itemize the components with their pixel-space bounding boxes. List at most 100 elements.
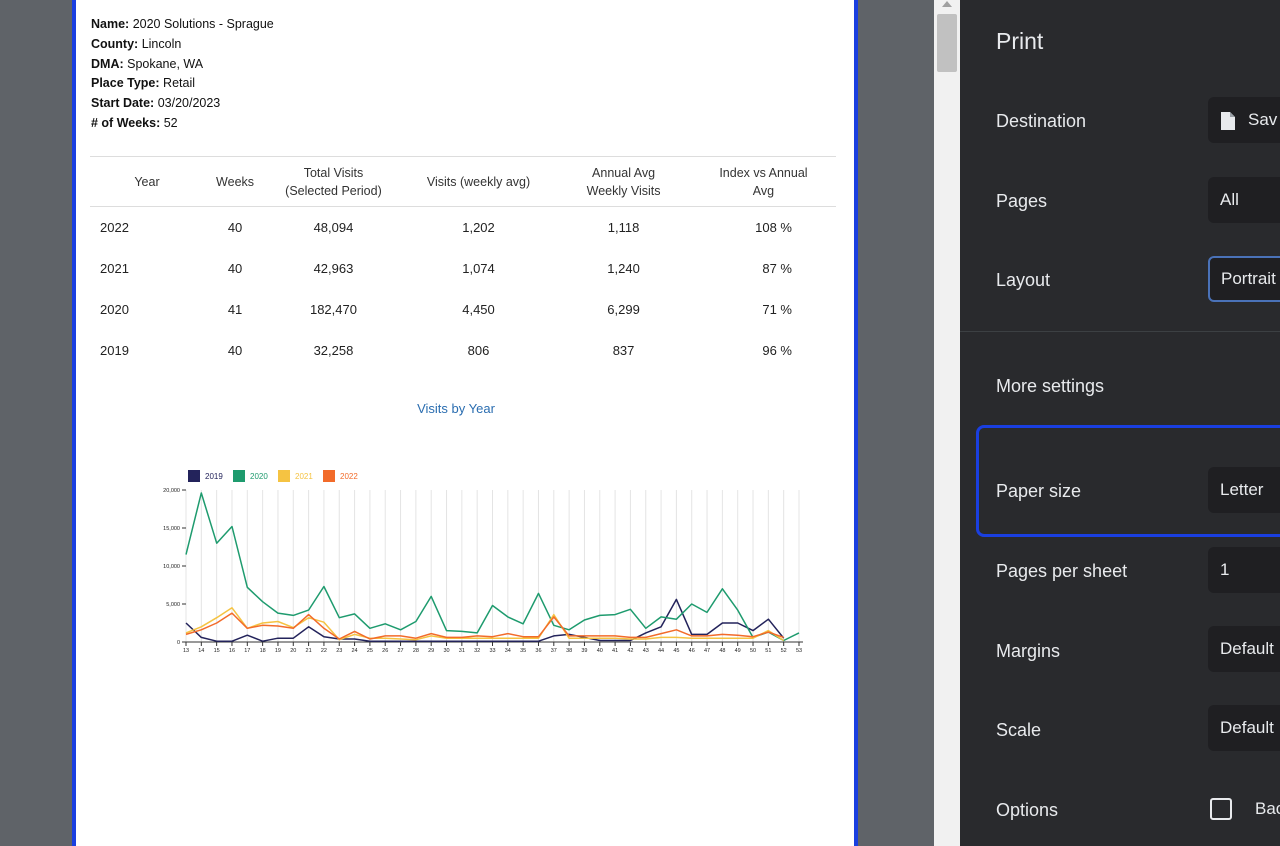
x-tick-label: 41 xyxy=(612,648,618,654)
info-row-name: Name: 2020 Solutions - Sprague xyxy=(91,15,274,35)
table-cell: 96 % xyxy=(762,342,792,358)
table-cell: 2020 xyxy=(100,301,129,317)
options-label: Options xyxy=(996,800,1059,820)
pages-label: Pages xyxy=(996,191,1048,211)
table-row: 2019 40 32,258 806 837 96 % xyxy=(90,330,836,371)
x-tick-label: 15 xyxy=(214,648,220,654)
x-tick-label: 36 xyxy=(535,648,541,654)
x-tick-label: 46 xyxy=(689,648,695,654)
table-cell: 40 xyxy=(227,260,243,276)
table-cell: 32,258 xyxy=(313,342,354,358)
print-settings-panel: Print Destination Sav Pages All Layout P… xyxy=(960,0,1280,846)
x-tick-label: 30 xyxy=(443,648,449,654)
info-row-county: County: Lincoln xyxy=(91,35,274,55)
column-header: Total Visits (Selected Period) xyxy=(266,156,401,207)
x-tick-label: 22 xyxy=(321,648,327,654)
x-tick-label: 21 xyxy=(306,648,312,654)
paper-size-focus-ring xyxy=(976,425,1280,537)
pages-per-sheet-label: Pages per sheet xyxy=(996,561,1128,581)
series-line xyxy=(185,607,785,642)
table-header-row: Year Weeks Total Visits (Selected Period… xyxy=(90,156,836,207)
info-row-dma: DMA: Spokane, WA xyxy=(91,55,274,75)
paper-size-select[interactable]: Letter xyxy=(1208,467,1280,513)
info-row-start-date: Start Date: 03/20/2023 xyxy=(91,94,274,114)
legend-label: 2021 xyxy=(295,472,313,481)
more-settings-toggle[interactable]: More settings xyxy=(996,376,1105,396)
table-cell: 2022 xyxy=(100,219,129,235)
preview-page: Name: 2020 Solutions - Sprague County: L… xyxy=(72,0,858,846)
x-tick-label: 40 xyxy=(597,648,603,654)
x-tick-label: 17 xyxy=(244,648,250,654)
x-tick-label: 34 xyxy=(505,648,511,654)
info-label: Place Type: xyxy=(91,76,160,91)
table-cell: 1,240 xyxy=(607,260,640,276)
x-tick-label: 31 xyxy=(459,648,465,654)
x-tick-label: 19 xyxy=(275,648,281,654)
legend-label: 2019 xyxy=(205,472,223,481)
x-tick-label: 37 xyxy=(551,648,557,654)
info-label: # of Weeks: xyxy=(91,115,161,130)
layout-select[interactable]: Portrait xyxy=(1208,256,1280,302)
divider xyxy=(960,331,1280,332)
x-tick-label: 38 xyxy=(566,648,572,654)
column-header: Index vs Annual Avg xyxy=(690,156,836,207)
table-cell: 87 % xyxy=(762,260,792,276)
info-value: Lincoln xyxy=(138,36,182,51)
x-tick-label: 39 xyxy=(581,648,587,654)
info-label: Name: xyxy=(91,17,130,31)
scale-select[interactable]: Default xyxy=(1208,705,1280,751)
margins-select[interactable]: Default xyxy=(1208,626,1280,672)
column-header: Weeks xyxy=(203,156,267,207)
pages-select[interactable]: All xyxy=(1208,177,1280,223)
print-preview-area: Name: 2020 Solutions - Sprague County: L… xyxy=(72,0,858,846)
x-tick-label: 43 xyxy=(643,648,649,654)
table-cell: 1,202 xyxy=(462,219,495,235)
x-tick-label: 44 xyxy=(658,648,664,654)
info-value: Spokane, WA xyxy=(123,56,204,71)
legend-swatch xyxy=(188,470,200,482)
visits-line-chart: 13 14 15 16 17 18 19 20 21 22 23 24 25 26 27 28 29 30 31 32… xyxy=(163,470,803,654)
x-tick-label: 48 xyxy=(719,648,725,654)
background-graphics-checkbox[interactable] xyxy=(1210,798,1232,820)
x-tick-label: 14 xyxy=(198,648,204,654)
info-label: Start Date: xyxy=(91,96,155,111)
column-header: Annual Avg Weekly Visits xyxy=(556,156,691,207)
column-header: Visits (weekly avg) xyxy=(400,156,557,207)
table-cell: 42,963 xyxy=(313,260,354,276)
x-tick-label: 13 xyxy=(183,648,189,654)
table-cell: 837 xyxy=(612,342,635,358)
table-row: 2021 40 42,963 1,074 1,240 87 % xyxy=(90,248,836,289)
series-line xyxy=(185,492,800,642)
series-line xyxy=(185,598,785,642)
scroll-up-arrow-icon[interactable] xyxy=(942,1,952,7)
preview-scrollbar[interactable] xyxy=(934,0,960,846)
x-tick-label: 33 xyxy=(489,648,495,654)
legend-label: 2022 xyxy=(340,472,358,481)
background-graphics-label: Bac xyxy=(1255,799,1280,818)
info-row-weeks: # of Weeks: 52 xyxy=(91,114,274,134)
x-tick-label: 16 xyxy=(229,648,235,654)
visits-table: Year Weeks Total Visits (Selected Period… xyxy=(90,156,836,371)
scale-label: Scale xyxy=(996,720,1042,740)
table-cell: 108 % xyxy=(755,219,792,235)
destination-value: Sav xyxy=(1248,110,1278,129)
info-value: 52 xyxy=(160,115,178,130)
info-value: 2020 Solutions - Sprague xyxy=(129,17,274,31)
margins-label: Margins xyxy=(996,641,1061,661)
x-tick-label: 49 xyxy=(735,648,741,654)
destination-select[interactable]: Sav xyxy=(1208,97,1280,143)
pages-per-sheet-select[interactable]: 1 xyxy=(1208,547,1280,593)
legend-label: 2020 xyxy=(250,472,268,481)
x-tick-label: 20 xyxy=(290,648,296,654)
scrollbar-thumb[interactable] xyxy=(937,14,957,72)
document-icon xyxy=(1221,111,1235,130)
x-tick-label: 28 xyxy=(413,648,419,654)
x-tick-label: 45 xyxy=(673,648,679,654)
table-cell: 6,299 xyxy=(607,301,640,317)
table-cell: 40 xyxy=(227,219,243,235)
legend-swatch xyxy=(278,470,290,482)
table-row: 2020 41 182,470 4,450 6,299 71 % xyxy=(90,289,836,330)
table-cell: 1,118 xyxy=(607,219,640,235)
y-tick-label: 20,000 xyxy=(163,488,180,494)
table-cell: 1,074 xyxy=(462,260,495,276)
